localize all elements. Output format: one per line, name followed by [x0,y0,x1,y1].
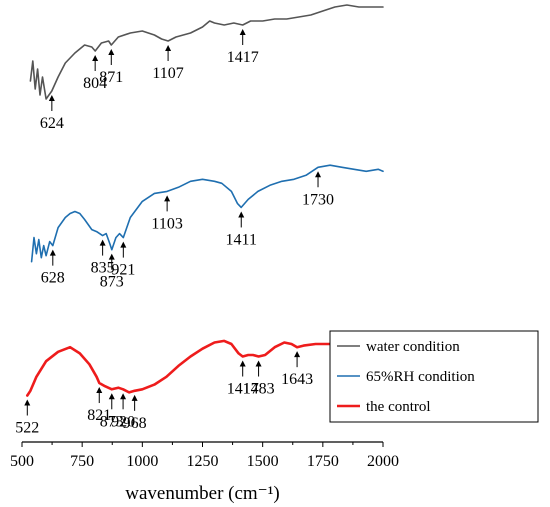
peak-annotation-12: 522 [15,399,39,437]
peak-annotation-2: 871 [99,49,123,86]
peak-label: 1411 [226,231,257,248]
peak-annotation-13: 821 [87,387,111,424]
peak-annotation-10: 1411 [226,211,257,248]
peak-label: 628 [41,270,65,287]
peak-annotation-14: 873 [100,393,124,430]
x-axis: 500 750 1000 1250 1500 1750 2000 [10,441,399,470]
peak-annotation-16: 968 [123,394,147,432]
peak-label: 804 [83,75,107,92]
series-layer [26,4,385,397]
peak-label: 968 [123,415,147,432]
x-axis-title: wavenumber (cm⁻¹) [125,483,279,504]
legend-entry-0: water condition [366,339,460,355]
x-tick-label: 500 [10,453,34,470]
peak-label: 873 [100,274,124,291]
peak-label: 624 [40,115,64,132]
legend: water condition 65%RH condition the contro… [329,330,539,423]
x-tick-label: 1250 [187,453,219,470]
peak-label: 920 [111,413,135,430]
peak-label: 873 [100,413,124,430]
peak-annotation-4: 1417 [227,29,259,66]
peak-annotation-18: 1483 [243,360,275,398]
legend-entry-1: 65%RH condition [366,369,475,385]
series-line-1 [30,164,384,263]
peak-label: 871 [99,69,123,86]
x-tick-label: 1000 [126,453,158,470]
peak-label: 1107 [152,65,183,82]
peak-label: 1417 [227,381,259,398]
peak-label: 821 [87,407,111,424]
peak-annotation-19: 1643 [281,351,313,388]
peak-annotation-7: 873 [100,253,124,291]
series-line-0 [29,4,384,100]
peak-annotation-0: 624 [40,95,64,132]
legend-box [329,330,539,423]
legend-entry-2: the control [366,399,431,415]
peak-label: 1483 [243,381,275,398]
peak-annotation-6: 835 [91,239,115,277]
peak-annotation-1: 804 [83,55,107,92]
peak-label: 835 [91,260,115,277]
series-line-2 [26,339,385,397]
peak-annotation-3: 1107 [152,45,184,82]
peak-label: 1417 [227,49,259,66]
x-tick-label: 1750 [307,453,339,470]
peak-label: 1643 [281,371,313,388]
peak-annotation-5: 628 [41,249,65,287]
peak-annotation-11: 1730 [302,171,334,208]
peak-annotation-17: 1417 [227,360,259,398]
x-tick-label: 1500 [247,453,279,470]
x-tick-label: 750 [70,453,94,470]
peak-label: 921 [111,262,135,279]
x-tick-label: 2000 [367,453,399,470]
peak-annotation-15: 920 [111,393,135,430]
peak-label: 1730 [302,191,334,208]
peak-annotation-9: 1103 [151,195,183,232]
peak-annotation-8: 921 [111,241,135,279]
peak-label: 1103 [151,215,182,232]
peak-label: 522 [15,420,39,437]
